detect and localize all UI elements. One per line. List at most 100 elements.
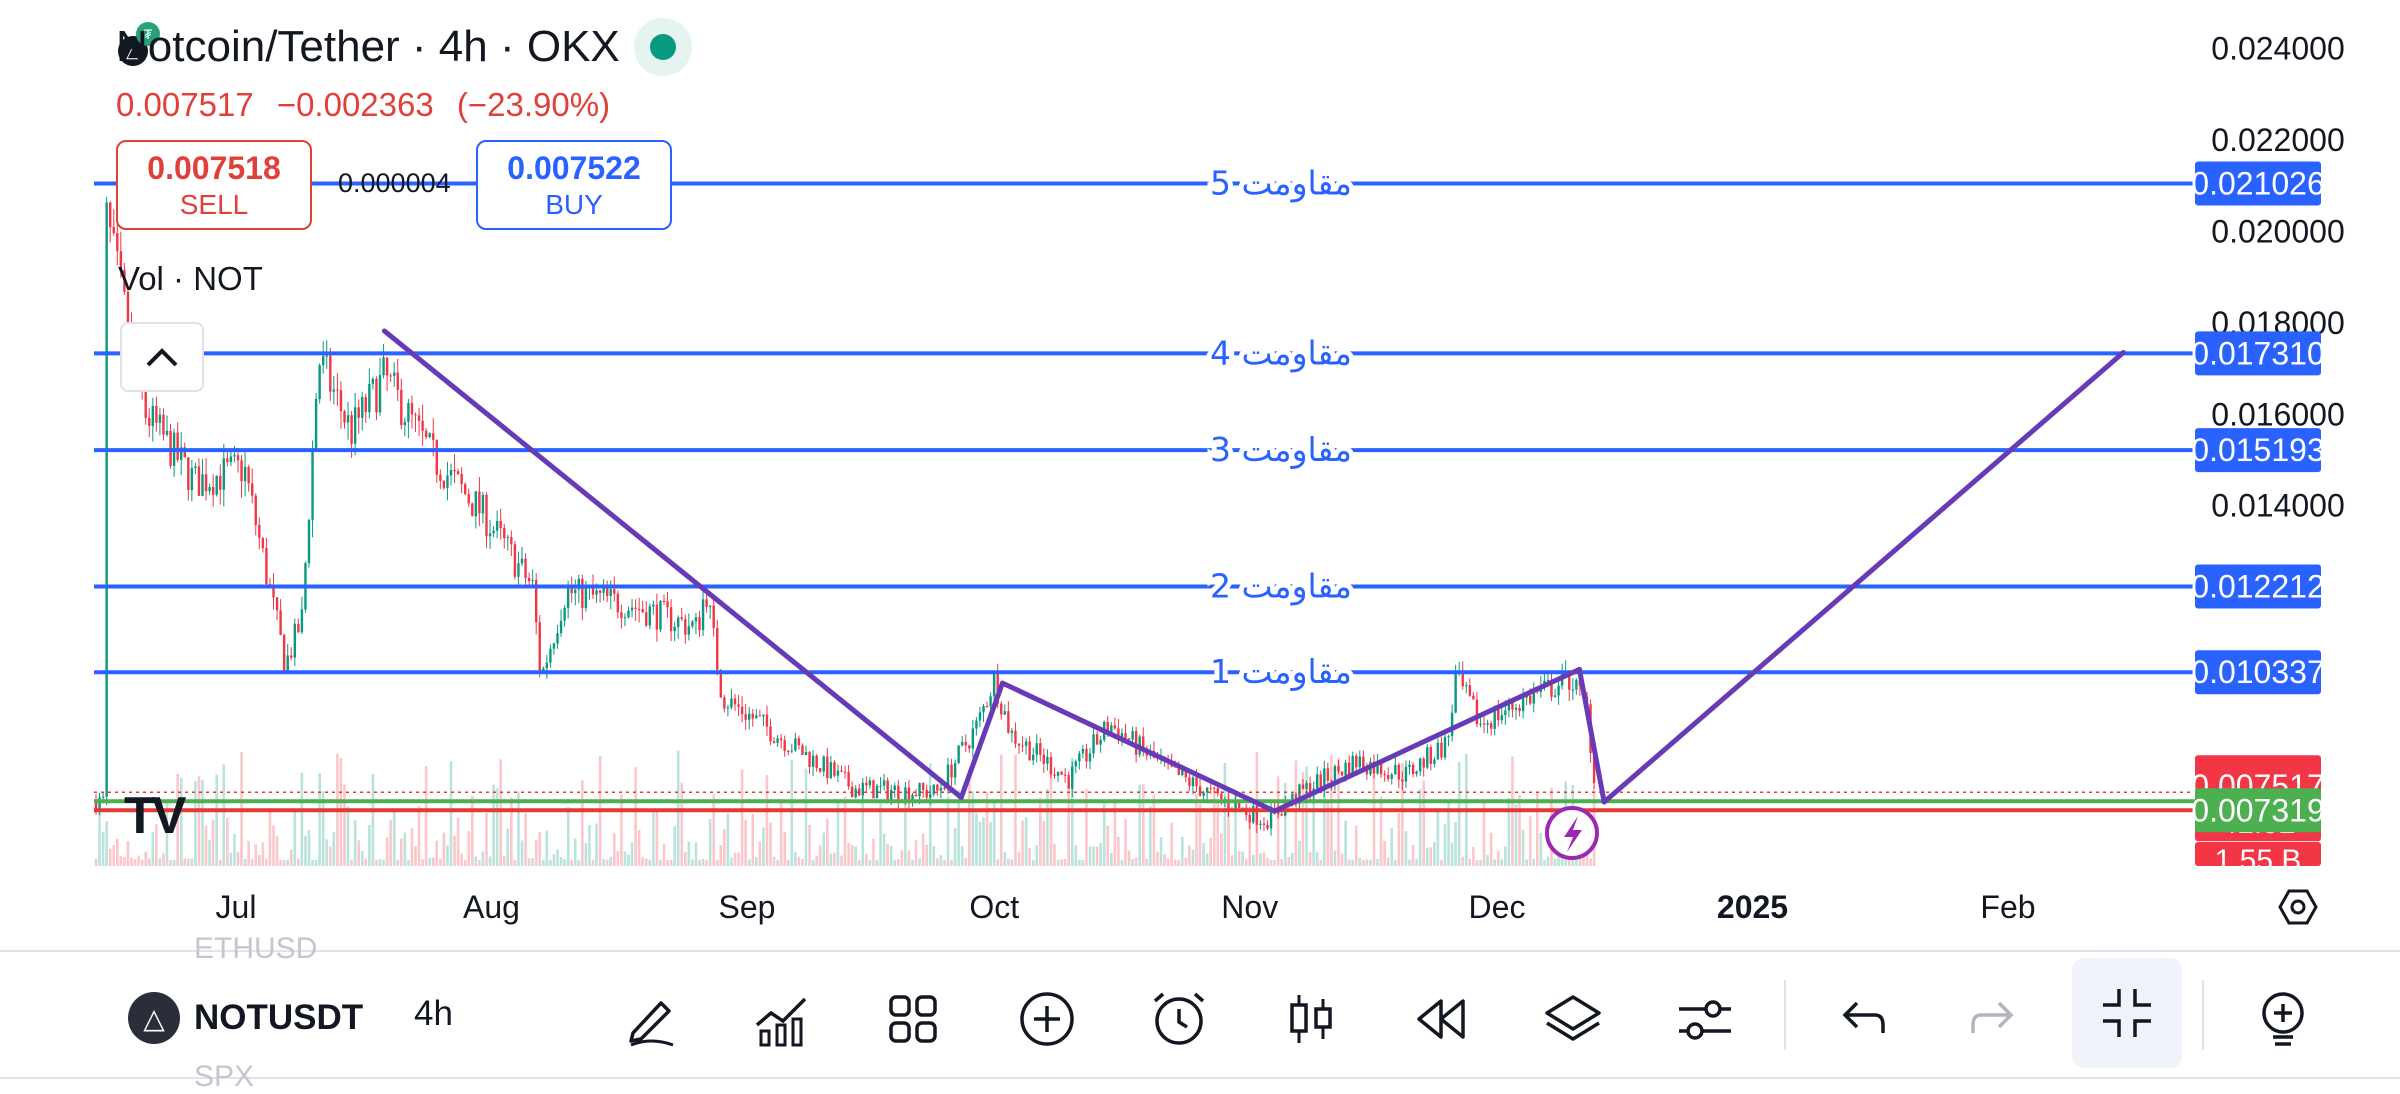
candle-body: [1433, 759, 1436, 764]
volume-bar: [218, 859, 222, 866]
indicators-button[interactable]: [736, 974, 826, 1064]
candle-body: [1088, 753, 1092, 762]
volume-indicator-label[interactable]: Vol · NOT: [118, 260, 263, 297]
redo-button[interactable]: [1950, 974, 2040, 1064]
volume-bar: [694, 842, 698, 866]
candle-body: [385, 357, 389, 376]
candle-body: [705, 599, 708, 607]
y-tick-label: 0.016000: [2211, 396, 2344, 432]
layers-button[interactable]: [1528, 974, 1618, 1064]
candle-body: [549, 648, 552, 663]
alert-button[interactable]: [1134, 974, 1224, 1064]
candle-body: [694, 617, 698, 622]
candle-body: [634, 607, 637, 609]
volume-bar: [865, 853, 868, 866]
volume-bar: [165, 799, 169, 866]
volume-bar: [502, 856, 506, 866]
candle-body: [1323, 768, 1326, 790]
chart-title[interactable]: Notcoin/Tether · 4h · OKX: [116, 22, 620, 71]
volume-bar: [527, 858, 531, 866]
x-tick-label: Aug: [463, 889, 520, 925]
volume-bar: [1088, 846, 1092, 866]
chart-settings-button[interactable]: [1660, 974, 1750, 1064]
buy-button[interactable]: 0.007522 BUY: [476, 140, 672, 230]
add-indicator-button[interactable]: [2238, 974, 2328, 1064]
candle-body: [307, 519, 311, 564]
volume-bar: [1227, 788, 1230, 866]
undo-button[interactable]: [1816, 974, 1906, 1064]
candle-body: [1184, 770, 1188, 778]
volume-bar: [1003, 851, 1007, 866]
candle-body: [1390, 774, 1393, 779]
candle-body: [258, 525, 261, 538]
volume-bar: [1010, 859, 1014, 866]
volume-bar: [350, 859, 353, 866]
candle-body: [1429, 747, 1432, 764]
volume-bar: [197, 776, 201, 866]
candle-body: [389, 375, 392, 377]
candle-body: [474, 491, 478, 517]
candle-body: [765, 714, 769, 727]
candle-body: [1532, 691, 1535, 704]
candle-body: [1042, 754, 1046, 764]
volume-bar: [822, 832, 826, 866]
volume-bar: [857, 859, 861, 866]
candle-body: [708, 605, 712, 607]
volume-bar: [652, 812, 655, 866]
interval-selector[interactable]: 4h: [414, 994, 453, 1033]
volume-bar: [318, 773, 321, 866]
exit-fullscreen-button[interactable]: [2072, 958, 2182, 1068]
symbol-selector[interactable]: △ NOTUSDT: [128, 992, 363, 1044]
candle-body: [968, 745, 971, 749]
candle-body: [1298, 784, 1301, 805]
candle-body: [669, 607, 673, 632]
bar-style-button[interactable]: [1266, 974, 1356, 1064]
volume-bar: [1553, 858, 1557, 866]
candle-body: [446, 475, 449, 489]
volume-bar: [1312, 793, 1315, 866]
candle-body: [1035, 743, 1038, 755]
volume-bar: [1518, 795, 1521, 866]
candle-body: [1092, 734, 1095, 754]
flash-icon[interactable]: [1545, 806, 1599, 860]
templates-button[interactable]: [868, 974, 958, 1064]
volume-bar: [794, 851, 797, 866]
collapse-legend-button[interactable]: [120, 322, 204, 392]
price-chart[interactable]: مقاومت 5 مقاومت 4 مقاومت 3 مقاومت 2 مقاومت 1…: [0, 0, 2400, 950]
replay-button[interactable]: [1396, 974, 1486, 1064]
sell-button[interactable]: 0.007518 SELL: [116, 140, 312, 230]
volume-bar: [1447, 800, 1450, 866]
volume-bar: [648, 859, 652, 866]
candle-body: [424, 430, 428, 438]
compare-add-button[interactable]: [1002, 974, 1092, 1064]
candle-body: [1003, 711, 1006, 715]
candle-body: [1234, 802, 1237, 811]
market-status-icon[interactable]: [633, 18, 692, 76]
volume-bar: [1386, 857, 1390, 866]
candle-body: [975, 720, 978, 729]
candle-body: [481, 494, 485, 514]
y-tick-label: 0.022000: [2211, 122, 2344, 158]
volume-bar: [971, 791, 975, 866]
drawing-tools-button[interactable]: [606, 974, 696, 1064]
volume-bar: [769, 822, 772, 866]
candle-body: [517, 563, 520, 577]
candle-body: [485, 494, 488, 537]
volume-bar: [1507, 797, 1511, 866]
chart-settings-icon[interactable]: [2278, 889, 2318, 925]
candle-body: [417, 415, 421, 421]
candle-body: [574, 589, 577, 594]
volume-bar: [456, 817, 460, 866]
volume-badge-box: [2195, 842, 2321, 866]
candle-body: [499, 520, 502, 529]
candle-body: [1046, 756, 1049, 764]
volume-bar: [126, 840, 130, 866]
candle-body: [506, 537, 509, 539]
candle-body: [1049, 756, 1053, 775]
candle-body: [1426, 747, 1429, 768]
candle-body: [1241, 807, 1244, 809]
candle-body: [801, 745, 804, 755]
x-axis[interactable]: Jul Aug Sep Oct Nov Dec 2025 Feb: [216, 889, 2036, 925]
volume-bar: [1028, 848, 1031, 866]
y-axis[interactable]: 0.0240000.0220000.0200000.0180000.016000…: [2211, 30, 2344, 523]
